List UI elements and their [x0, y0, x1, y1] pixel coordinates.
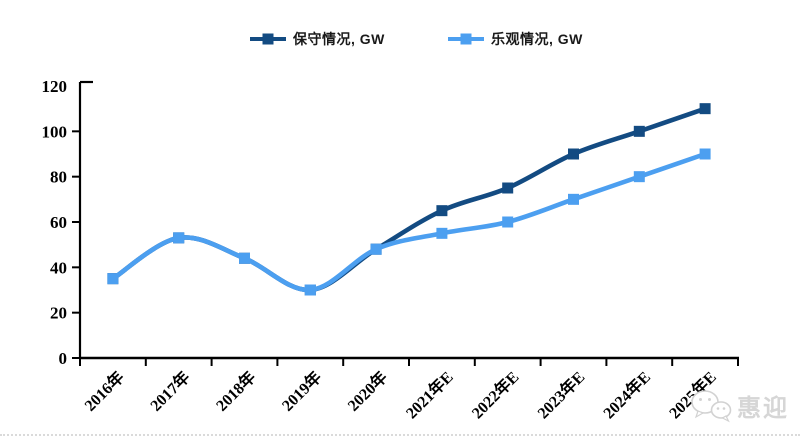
svg-text:2020年: 2020年 — [344, 367, 391, 414]
svg-text:2016年: 2016年 — [80, 367, 127, 414]
legend-marker-optimistic — [448, 33, 484, 45]
svg-text:40: 40 — [50, 258, 67, 277]
svg-text:2021年E: 2021年E — [402, 367, 457, 422]
watermark-text: 惠迎 — [737, 395, 789, 422]
svg-text:20: 20 — [50, 304, 67, 323]
legend-label-optimistic: 乐观情况, GW — [491, 31, 583, 47]
svg-text:0: 0 — [59, 349, 68, 368]
svg-text:60: 60 — [50, 213, 67, 232]
svg-text:80: 80 — [50, 168, 67, 187]
svg-text:2017年: 2017年 — [146, 367, 193, 414]
svg-text:2024年E: 2024年E — [599, 367, 654, 422]
wechat-icon — [691, 389, 732, 422]
svg-text:100: 100 — [42, 122, 68, 141]
svg-text:120: 120 — [42, 77, 68, 96]
svg-text:2018年: 2018年 — [212, 367, 259, 414]
watermark: 惠迎 — [690, 388, 789, 423]
legend-label-conservative: 保守情况, GW — [293, 31, 385, 47]
svg-text:2023年E: 2023年E — [533, 367, 588, 422]
svg-text:2019年: 2019年 — [278, 367, 325, 414]
legend-square-icon — [460, 33, 472, 45]
legend-square-icon — [262, 33, 274, 45]
bottom-divider — [0, 434, 800, 436]
legend-item-optimistic: 乐观情况, GW — [448, 30, 583, 48]
legend-marker-conservative — [250, 33, 286, 45]
legend-item-conservative: 保守情况, GW — [250, 30, 385, 48]
svg-text:2022年E: 2022年E — [468, 367, 523, 422]
